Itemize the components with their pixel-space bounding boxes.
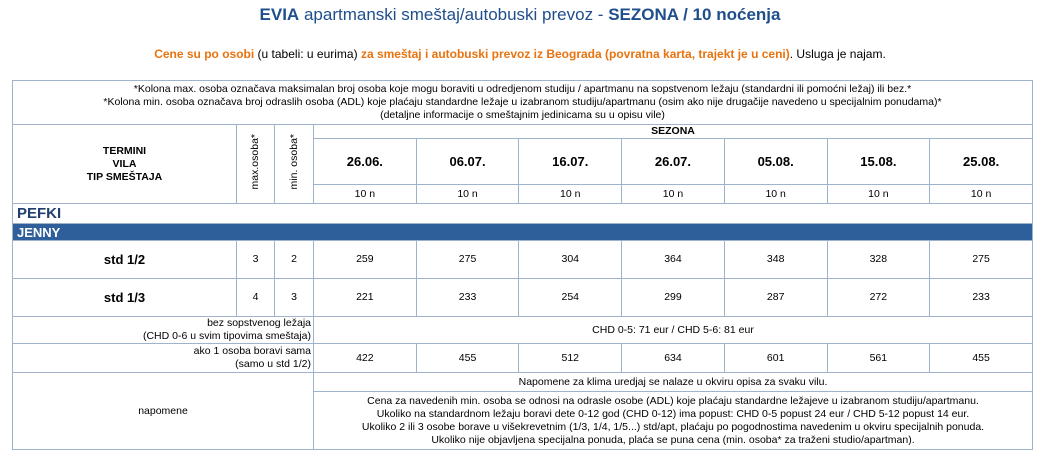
- note-line: *Kolona min. osoba označava broj odrasli…: [103, 96, 942, 108]
- label-line: bez sopstvenog ležaja: [207, 317, 311, 330]
- price: 221: [313, 278, 417, 317]
- table-row: std 1/2 3 2 259 275 304 364 348 328 275: [12, 240, 1033, 279]
- price: 275: [415, 240, 520, 279]
- no-bed-text: CHD 0-5: 71 eur / CHD 5-6: 81 eur: [313, 316, 1033, 344]
- date: 06.07.: [415, 138, 520, 185]
- unit-type: std 1/3: [12, 278, 237, 317]
- price: 272: [826, 278, 931, 317]
- remark-line: Ukoliko 2 ili 3 osobe borave u višekreve…: [361, 420, 985, 433]
- nights: 10 n: [313, 184, 417, 204]
- price: 422: [313, 343, 417, 373]
- price: 259: [313, 240, 417, 279]
- nights: 10 n: [415, 184, 520, 204]
- price: 233: [415, 278, 520, 317]
- date: 15.08.: [826, 138, 931, 185]
- table-row: Cena za navedenih min. osoba se odnosi n…: [13, 391, 1033, 450]
- date: 16.07.: [518, 138, 623, 185]
- price: 634: [621, 343, 725, 373]
- no-bed-label: bez sopstvenog ležaja (CHD 0-6 u svim tip…: [12, 316, 314, 344]
- price: 304: [518, 240, 623, 279]
- remark-line: Ukoliko na standardnom ležaju boravi det…: [376, 407, 970, 420]
- price: 328: [826, 240, 931, 279]
- price: 364: [621, 240, 725, 279]
- title-text: apartmanski smeštaj/autobuski prevoz -: [303, 5, 604, 24]
- remarks-label: napomene: [12, 372, 314, 450]
- note-line: *Kolona max. osoba označava maksimalan b…: [133, 83, 912, 95]
- title-bold: EVIA: [259, 5, 300, 24]
- subtitle-part: . Usluga je najam.: [789, 47, 886, 61]
- table-row: PEFKI: [12, 203, 1033, 224]
- subtitle-part: (u tabeli: u eurima): [257, 47, 358, 61]
- table-row: JENNY: [12, 223, 1033, 241]
- price: 561: [826, 343, 931, 373]
- table-row: TERMINI VILA TIP SMEŠTAJA max.osoba* min. os…: [12, 124, 1033, 204]
- villa: JENNY: [12, 223, 1033, 241]
- price: 254: [518, 278, 623, 317]
- subtitle-part: Cene su po osobi: [154, 47, 255, 61]
- table-row: *Kolona max. osoba označava maksimalan b…: [12, 80, 1033, 125]
- price: 348: [723, 240, 828, 279]
- table-row: napomene Napomene za klima uredjaj se nal…: [12, 372, 1033, 450]
- price: 601: [723, 343, 828, 373]
- subtitle: Cene su po osobi (u tabeli: u eurima) za…: [0, 47, 1040, 61]
- title-season: SEZONA / 10 noćenja: [608, 5, 781, 24]
- min-header: min. osoba*: [274, 124, 314, 204]
- max-header: max.osoba*: [236, 124, 275, 204]
- nights: 10 n: [826, 184, 931, 204]
- head-label: TERMINI: [102, 144, 147, 157]
- min-label: min. osoba*: [287, 134, 300, 190]
- note-line: (detaljne informacije o smeštajnim jedin…: [380, 109, 665, 121]
- head-label-cell: TERMINI VILA TIP SMEŠTAJA: [12, 124, 237, 204]
- label-line: ako 1 osoba boravi sama: [193, 345, 311, 357]
- location: PEFKI: [12, 203, 1033, 224]
- subtitle-part: za smeštaj i autobuski prevoz iz Beograd…: [360, 47, 790, 61]
- nights: 10 n: [723, 184, 828, 204]
- date: 05.08.: [723, 138, 828, 185]
- table-row: bez sopstvenog ležaja (CHD 0-6 u svim tip…: [12, 316, 1033, 344]
- remark-line: Ukoliko nije objavljena specijalna ponud…: [431, 433, 915, 446]
- table-row: 10 n 10 n 10 n 10 n 10 n 10 n 10 n: [13, 184, 1033, 204]
- price: 275: [929, 240, 1033, 279]
- table-row: 26.06. 06.07. 16.07. 26.07. 05.08. 15.08. 25.0…: [13, 138, 1033, 185]
- date: 25.08.: [929, 138, 1033, 185]
- max-label: max.osoba*: [249, 134, 261, 190]
- nights: 10 n: [929, 184, 1033, 204]
- title: EVIA apartmanski smeštaj/autobuski prevo…: [0, 5, 1040, 25]
- label-line: (CHD 0-6 u svim tipovima smeštaja): [142, 330, 311, 342]
- min-persons: 2: [274, 240, 314, 279]
- unit-type: std 1/2: [12, 240, 237, 279]
- max-persons: 4: [236, 278, 275, 317]
- date: 26.06.: [313, 138, 417, 185]
- remark-line: Cena za navedenih min. osoba se odnosi n…: [367, 394, 979, 407]
- label-line: (samo u std 1/2): [235, 358, 311, 370]
- price: 455: [929, 343, 1033, 373]
- nights: 10 n: [621, 184, 725, 204]
- min-persons: 3: [274, 278, 314, 317]
- head-label: VILA: [112, 157, 137, 170]
- price: 299: [621, 278, 725, 317]
- season-label: SEZONA: [313, 124, 1033, 139]
- head-label: TIP SMEŠTAJA: [86, 170, 163, 183]
- price-table: *Kolona max. osoba označava maksimalan b…: [12, 80, 1033, 450]
- date: 26.07.: [621, 138, 725, 185]
- remarks-text: Cena za navedenih min. osoba se odnosi n…: [313, 391, 1033, 450]
- price: 512: [518, 343, 623, 373]
- nights: 10 n: [518, 184, 623, 204]
- table-row: ako 1 osoba boravi sama (samo u std 1/2) 4…: [12, 343, 1033, 373]
- table-row: std 1/3 4 3 221 233 254 299 287 272 233: [12, 278, 1033, 317]
- remark: Napomene za klima uredjaj se nalaze u ok…: [313, 372, 1033, 392]
- price: 455: [415, 343, 520, 373]
- max-persons: 3: [236, 240, 275, 279]
- notes-cell: *Kolona max. osoba označava maksimalan b…: [12, 80, 1033, 125]
- single-label: ako 1 osoba boravi sama (samo u std 1/2): [12, 343, 314, 373]
- price: 287: [723, 278, 828, 317]
- price: 233: [929, 278, 1033, 317]
